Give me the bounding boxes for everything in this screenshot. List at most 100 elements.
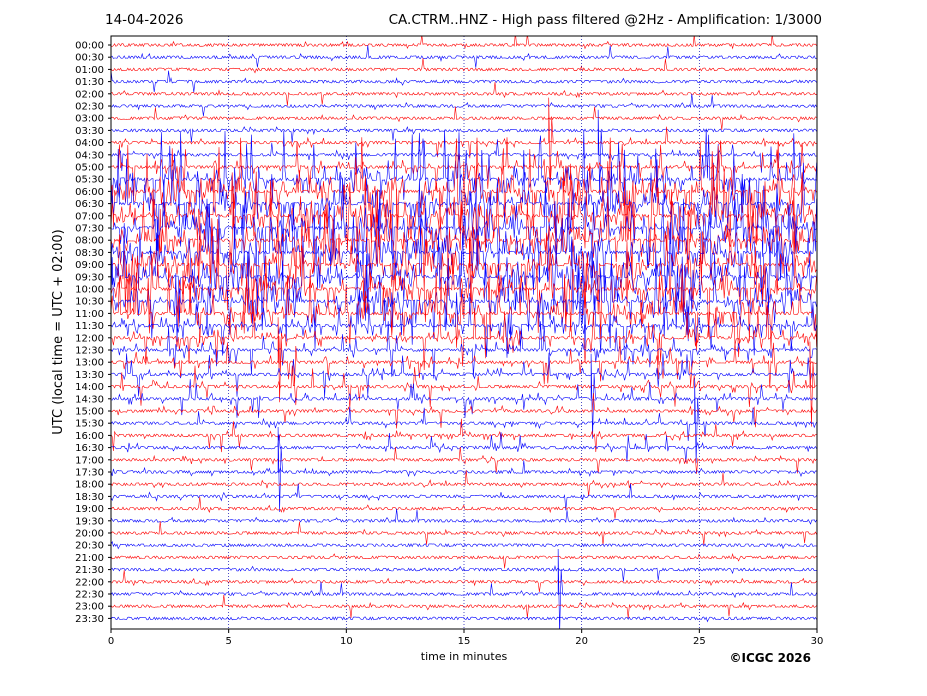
chart-date: 14-04-2026 (105, 12, 184, 28)
trace-line (111, 209, 817, 317)
trace-line (111, 237, 817, 342)
y-tick-label: 18:00 (75, 480, 104, 491)
y-tick-label: 09:30 (75, 272, 104, 283)
y-tick-label: 18:30 (75, 492, 104, 503)
y-tick-label: 01:00 (75, 65, 104, 76)
y-tick-label: 17:00 (75, 455, 104, 466)
y-tick-label: 21:30 (75, 565, 104, 576)
trace-line (111, 222, 817, 331)
trace-line (111, 378, 817, 464)
trace-line (111, 45, 817, 68)
y-tick-label: 03:00 (75, 114, 104, 125)
y-tick-label: 09:00 (75, 260, 104, 271)
chart-title: CA.CTRM..HNZ - High pass filtered @2Hz -… (388, 12, 822, 28)
copyright-label: ©ICGC 2026 (729, 651, 811, 665)
y-tick-label: 12:00 (75, 333, 104, 344)
trace-line (111, 521, 817, 546)
trace-line (111, 552, 817, 569)
y-tick-label: 16:00 (75, 431, 104, 442)
y-tick-label: 00:30 (75, 53, 104, 64)
y-tick-label: 02:30 (75, 102, 104, 113)
trace-line (111, 305, 817, 371)
y-tick-label: 21:00 (75, 553, 104, 564)
y-tick-label: 04:30 (75, 150, 104, 161)
trace-line (111, 58, 817, 74)
y-tick-label: 00:00 (75, 41, 104, 52)
trace-line (111, 470, 817, 497)
trace-line (111, 126, 817, 143)
y-tick-label: 19:30 (75, 516, 104, 527)
y-tick-label: 14:30 (75, 394, 104, 405)
trace-line (111, 548, 817, 629)
y-axis-label: UTC (local time = UTC + 02:00) (51, 229, 66, 434)
y-tick-label: 11:00 (75, 309, 104, 320)
x-tick-label: 5 (225, 636, 231, 647)
y-tick-label: 20:00 (75, 529, 104, 540)
trace-line (111, 106, 817, 130)
trace-line (111, 36, 817, 50)
trace-line (111, 317, 817, 403)
y-tick-label: 01:30 (75, 77, 104, 88)
y-tick-label: 06:00 (75, 187, 104, 198)
trace-line (111, 565, 817, 582)
y-tick-label: 12:30 (75, 346, 104, 357)
trace-line (111, 496, 817, 519)
trace-line (111, 508, 817, 525)
trace-line (111, 393, 817, 429)
trace-line (111, 109, 817, 195)
y-tick-label: 10:00 (75, 285, 104, 296)
trace-line (111, 594, 817, 619)
y-tick-label: 13:00 (75, 358, 104, 369)
x-tick-label: 30 (811, 636, 824, 647)
x-tick-label: 15 (458, 636, 471, 647)
trace-line (111, 446, 817, 474)
trace-line (111, 187, 817, 292)
x-tick-label: 0 (108, 636, 114, 647)
trace-line (111, 148, 817, 257)
x-axis-ticks: 0 5 10 15 20 25 30 (108, 629, 824, 647)
trace-line (111, 93, 817, 117)
trace-line (111, 268, 817, 359)
y-tick-label: 10:30 (75, 297, 104, 308)
trace-line (111, 352, 817, 398)
y-tick-label: 15:30 (75, 419, 104, 430)
trace-line (111, 82, 817, 106)
y-tick-label: 22:30 (75, 590, 104, 601)
y-tick-label: 23:00 (75, 602, 104, 613)
trace-line (111, 341, 817, 427)
trace-line (111, 540, 817, 550)
y-tick-label: 20:30 (75, 541, 104, 552)
y-tick-label: 16:30 (75, 443, 104, 454)
x-tick-label: 25 (693, 636, 706, 647)
y-tick-label: 17:30 (75, 468, 104, 479)
trace-line (111, 353, 817, 439)
trace-line (111, 432, 817, 463)
trace-line (111, 289, 817, 361)
y-tick-label: 03:30 (75, 126, 104, 137)
trace-line (111, 70, 817, 93)
y-tick-label: 07:00 (75, 211, 104, 222)
y-tick-label: 04:00 (75, 138, 104, 149)
y-tick-label: 15:00 (75, 407, 104, 418)
y-tick-label: 08:30 (75, 248, 104, 259)
trace-line (111, 251, 817, 350)
trace-line (111, 616, 817, 623)
trace-line (111, 570, 817, 592)
y-tick-label: 05:00 (75, 163, 104, 174)
seismogram-traces (111, 36, 817, 629)
x-tick-label: 20 (575, 636, 588, 647)
x-tick-label: 10 (340, 636, 353, 647)
trace-line (111, 137, 817, 197)
y-tick-label: 22:00 (75, 577, 104, 588)
y-tick-label: 05:30 (75, 175, 104, 186)
y-tick-label: 14:00 (75, 382, 104, 393)
y-tick-label: 19:00 (75, 504, 104, 515)
y-tick-label: 11:30 (75, 321, 104, 332)
trace-line (111, 426, 817, 513)
x-axis-label: time in minutes (421, 650, 508, 663)
y-tick-label: 08:00 (75, 236, 104, 247)
trace-line (111, 418, 817, 453)
y-tick-label: 23:30 (75, 614, 104, 625)
